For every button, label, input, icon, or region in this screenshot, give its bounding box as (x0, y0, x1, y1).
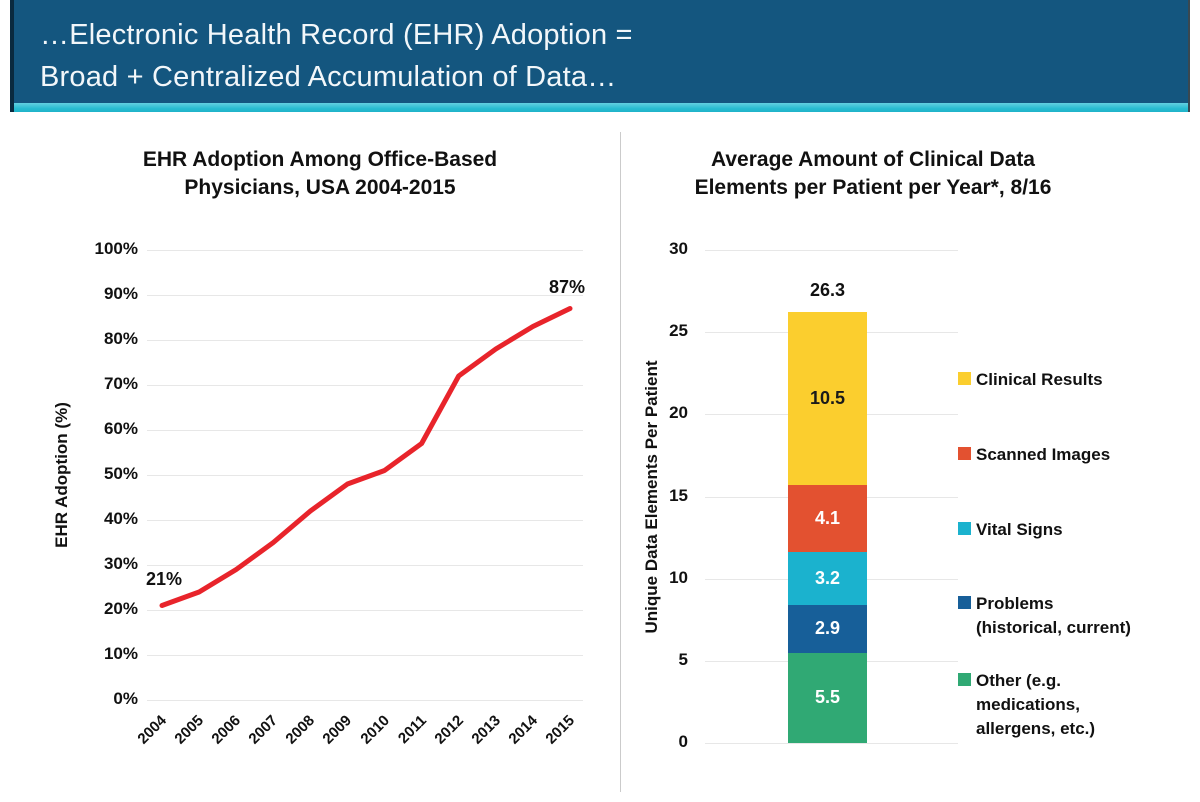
bar-segment-other: 5.5 (788, 652, 867, 743)
line-chart-gridline (147, 565, 583, 566)
line-chart-y-tick: 20% (103, 599, 138, 618)
line-chart-y-tick: 90% (103, 284, 138, 303)
bar-chart-gridline (705, 743, 958, 744)
line-chart-y-tick: 60% (103, 419, 138, 438)
line-chart-gridline (147, 385, 583, 386)
bar-segment-vital-signs-value: 3.2 (814, 568, 841, 589)
bar-chart-y-tick: 5 (678, 650, 688, 669)
chart-divider (620, 132, 621, 792)
legend-swatch-clinical-results (958, 372, 971, 385)
line-chart-gridline (147, 520, 583, 521)
slide-header-band: …Electronic Health Record (EHR) Adoption… (14, 0, 1188, 103)
line-chart-gridline (147, 700, 583, 701)
slide-header: …Electronic Health Record (EHR) Adoption… (10, 0, 1190, 112)
line-chart-x-tick: 2006 (208, 712, 245, 748)
line-chart-gridline (147, 475, 583, 476)
line-chart-gridline (147, 340, 583, 341)
line-chart-x-tick: 2008 (282, 712, 319, 748)
line-chart-x-tick: 2014 (505, 712, 541, 748)
line-chart-x-tick: 2010 (356, 712, 393, 748)
legend-label-clinical-results: Clinical Results (976, 370, 1103, 389)
slide-title-line-2: Broad + Centralized Accumulation of Data… (40, 61, 617, 93)
line-chart-x-tick: 2015 (542, 712, 579, 748)
ehr-adoption-line (159, 306, 573, 608)
annotation-2004-value: 21% (146, 569, 183, 589)
bar-chart-y-tick: 20 (669, 403, 688, 422)
bar-chart-y-tick: 10 (669, 568, 688, 587)
legend-label-other: Other (e.g. medications, allergens, etc.… (976, 671, 1096, 738)
bar-segment-scanned-images: 4.1 (788, 485, 867, 553)
bar-segment-other-value: 5.5 (814, 687, 841, 708)
line-chart-y-tick: 70% (103, 374, 138, 393)
legend-swatch-problems (958, 596, 971, 609)
line-chart-gridline (147, 250, 583, 251)
line-chart-gridline (147, 295, 583, 296)
bar-chart-y-tick: 0 (678, 732, 688, 751)
bar-chart-y-tick: 15 (669, 486, 688, 505)
legend-label-scanned-images: Scanned Images (976, 445, 1111, 464)
line-chart-gridline (147, 655, 583, 656)
bar-chart-y-tick: 30 (669, 239, 688, 258)
bar-chart-y-tick: 25 (669, 321, 688, 340)
bar-segment-vital-signs: 3.2 (788, 552, 867, 605)
annotation-2015-value: 87% (549, 277, 586, 297)
line-chart-x-tick: 2013 (468, 712, 504, 748)
line-chart-gridline (147, 430, 583, 431)
header-accent-bar (14, 103, 1188, 112)
line-chart-y-tick: 80% (103, 329, 138, 348)
line-chart-x-tick: 2009 (319, 712, 356, 748)
bar-chart-title: Average Amount of Clinical Data Elements… (694, 148, 1052, 199)
bar-segment-problems-value: 2.9 (814, 618, 841, 639)
bar-segment-problems: 2.9 (788, 605, 867, 653)
line-chart-x-tick: 2011 (394, 712, 430, 748)
line-chart-y-tick: 50% (103, 464, 138, 483)
legend-item-problems: Problems (historical, current) (958, 592, 1194, 640)
line-chart-x-tick: 2007 (245, 712, 282, 748)
legend-swatch-vital-signs (958, 522, 971, 535)
slide-title-line-1: …Electronic Health Record (EHR) Adoption… (40, 19, 633, 51)
line-chart-y-tick: 30% (103, 554, 138, 573)
line-chart-x-tick: 2005 (171, 712, 208, 748)
line-chart-x-tick: 2012 (431, 712, 467, 748)
line-chart-y-tick: 40% (103, 509, 138, 528)
bar-total-label: 26.3 (809, 280, 846, 300)
bar-segment-clinical-results: 10.5 (788, 312, 867, 485)
line-chart-gridline (147, 610, 583, 611)
bar-segment-scanned-images-value: 4.1 (814, 508, 841, 529)
line-chart-y-tick: 0% (113, 689, 138, 708)
legend-swatch-scanned-images (958, 447, 971, 460)
line-chart-y-tick: 10% (103, 644, 138, 663)
legend-label-problems: Problems (historical, current) (976, 594, 1131, 637)
legend-swatch-other (958, 673, 971, 686)
legend-item-clinical-results: Clinical Results (958, 368, 1194, 392)
legend-item-vital-signs: Vital Signs (958, 518, 1194, 542)
bar-segment-clinical-results-value: 10.5 (809, 388, 846, 409)
legend-item-other: Other (e.g. medications, allergens, etc.… (958, 669, 1194, 741)
legend-item-scanned-images: Scanned Images (958, 443, 1194, 467)
line-chart-title: EHR Adoption Among Office-Based Physicia… (142, 148, 498, 199)
line-chart-x-tick: 2004 (134, 712, 171, 748)
line-chart-y-tick: 100% (94, 239, 138, 258)
legend-label-vital-signs: Vital Signs (976, 520, 1063, 539)
bar-chart-gridline (705, 250, 958, 251)
